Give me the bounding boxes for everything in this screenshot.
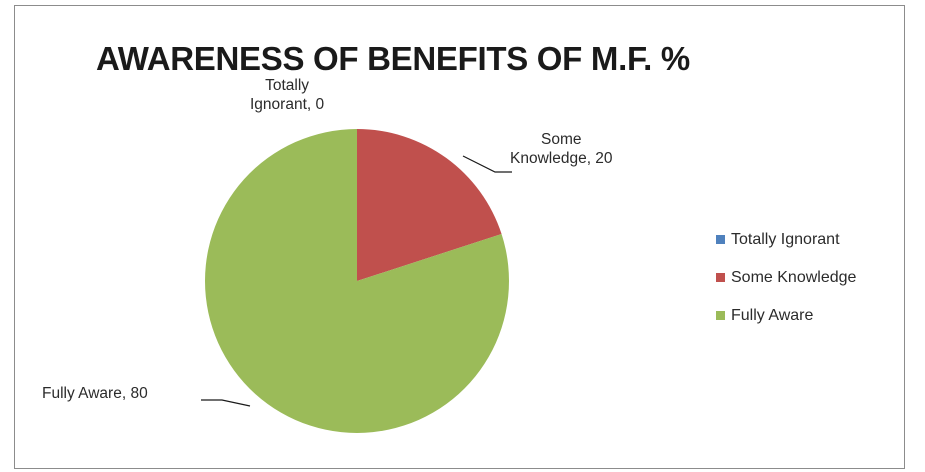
chart-title: AWARENESS OF BENEFITS OF M.F. % — [96, 40, 690, 77]
legend-swatch-totally-ignorant — [716, 235, 725, 244]
legend-label-fully-aware: Fully Aware — [731, 306, 814, 324]
leader-line-fully-aware — [201, 399, 251, 407]
legend-swatch-some-knowledge — [716, 273, 725, 282]
data-label-totally-ignorant-line1: Totally — [265, 77, 310, 94]
legend-swatch-fully-aware — [716, 311, 725, 320]
data-label-fully-aware-line1: Fully Aware, 80 — [42, 385, 148, 402]
data-label-some-knowledge: Some Knowledge, 20 — [510, 130, 613, 168]
legend-item-some-knowledge[interactable]: Some Knowledge — [716, 268, 856, 287]
pie-slice-some-knowledge[interactable] — [357, 129, 502, 281]
data-label-some-knowledge-line2: Knowledge, 20 — [510, 150, 613, 167]
legend-item-totally-ignorant[interactable]: Totally Ignorant — [716, 230, 856, 249]
data-label-fully-aware: Fully Aware, 80 — [42, 384, 148, 403]
leader-lines — [201, 155, 512, 407]
pie-slice-fully-aware[interactable] — [204, 129, 509, 434]
data-label-totally-ignorant: Totally Ignorant, 0 — [250, 76, 324, 114]
pie-slices — [204, 129, 509, 434]
legend-item-fully-aware[interactable]: Fully Aware — [716, 306, 856, 325]
leader-line-some-knowledge — [462, 155, 512, 173]
legend-label-some-knowledge: Some Knowledge — [731, 268, 857, 286]
legend-label-totally-ignorant: Totally Ignorant — [731, 230, 840, 248]
data-label-some-knowledge-line1: Some — [541, 131, 582, 148]
legend: Totally Ignorant Some Knowledge Fully Aw… — [716, 230, 856, 344]
data-label-totally-ignorant-line2: Ignorant, 0 — [250, 96, 325, 113]
